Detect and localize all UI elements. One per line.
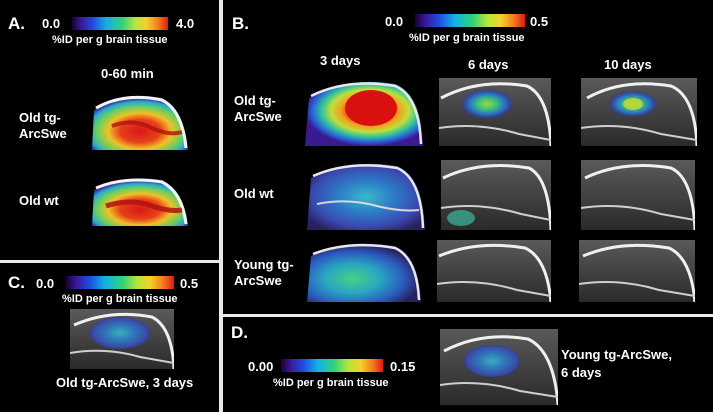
panel-b-colorbar	[415, 14, 525, 27]
panel-c-caption: Old tg-ArcSwe, 3 days	[56, 375, 194, 390]
panel-b-scan-old-wt-10d	[581, 160, 695, 230]
panel-b-scan-young-tg-3d	[307, 240, 421, 302]
panel-b-scale-label: %ID per g brain tissue	[409, 32, 525, 44]
panel-b-scan-young-tg-6d	[437, 240, 551, 302]
panel-a-scan-old-tg	[92, 88, 188, 150]
panel-a-row-label-1: Old wt	[19, 193, 59, 208]
separator-a-c	[0, 260, 219, 263]
panel-d-scale-min: 0.00	[248, 359, 274, 374]
panel-d-scale-max: 0.15	[390, 359, 416, 374]
panel-b-scan-old-tg-3d	[305, 78, 423, 146]
panel-c-scale-max: 0.5	[180, 276, 199, 291]
separator-b-d	[223, 314, 713, 317]
panel-b-scan-old-wt-3d	[307, 160, 425, 230]
panel-a-scale-max: 4.0	[176, 16, 195, 31]
panel-b: B. 0.0 0.5 %ID per g brain tissue 3 days…	[223, 0, 713, 314]
panel-d: D. 0.00 0.15 %ID per g brain tissue Youn…	[223, 317, 713, 412]
panel-d-scan	[440, 329, 558, 405]
panel-b-letter: B.	[232, 14, 249, 33]
panel-d-colorbar	[281, 359, 383, 372]
panel-b-row-label-0: Old tg-ArcSwe	[234, 93, 282, 124]
panel-a: A. 0.0 4.0 %ID per g brain tissue 0-60 m…	[0, 0, 219, 260]
panel-b-scan-old-tg-10d	[581, 78, 697, 146]
panel-c-colorbar	[66, 276, 174, 289]
panel-b-scale-max: 0.5	[530, 14, 549, 29]
panel-b-scale-min: 0.0	[385, 14, 404, 29]
panel-b-row-label-1: Old wt	[234, 186, 274, 201]
panel-b-scan-old-tg-6d	[439, 78, 551, 146]
panel-d-letter: D.	[231, 323, 248, 342]
panel-c-scan	[70, 309, 174, 369]
panel-a-scale-min: 0.0	[42, 16, 61, 31]
panel-b-col-0: 3 days	[320, 53, 361, 68]
panel-b-row-label-2: Young tg-ArcSwe	[234, 257, 294, 288]
panel-a-scale-label: %ID per g brain tissue	[52, 34, 168, 46]
panel-a-colorbar	[72, 17, 168, 30]
panel-a-time: 0-60 min	[101, 66, 154, 81]
panel-a-letter: A.	[8, 14, 25, 33]
panel-d-caption-line1: Young tg-ArcSwe,	[561, 347, 672, 362]
panel-c-scale-label: %ID per g brain tissue	[62, 293, 178, 305]
separator-vertical	[219, 0, 223, 412]
panel-d-caption-line2: 6 days	[561, 365, 602, 380]
panel-c-scale-min: 0.0	[36, 276, 55, 291]
panel-d-scale-label: %ID per g brain tissue	[273, 377, 389, 389]
panel-c-letter: C.	[8, 273, 25, 292]
panel-c: C. 0.0 0.5 %ID per g brain tissue Old tg…	[0, 263, 219, 412]
panel-a-scan-old-wt	[92, 172, 188, 226]
panel-b-col-1: 6 days	[468, 57, 509, 72]
panel-b-col-2: 10 days	[604, 57, 652, 72]
panel-a-row-label-0: Old tg-ArcSwe	[19, 110, 67, 141]
panel-b-scan-young-tg-10d	[579, 240, 695, 302]
panel-b-scan-old-wt-6d	[441, 160, 551, 230]
